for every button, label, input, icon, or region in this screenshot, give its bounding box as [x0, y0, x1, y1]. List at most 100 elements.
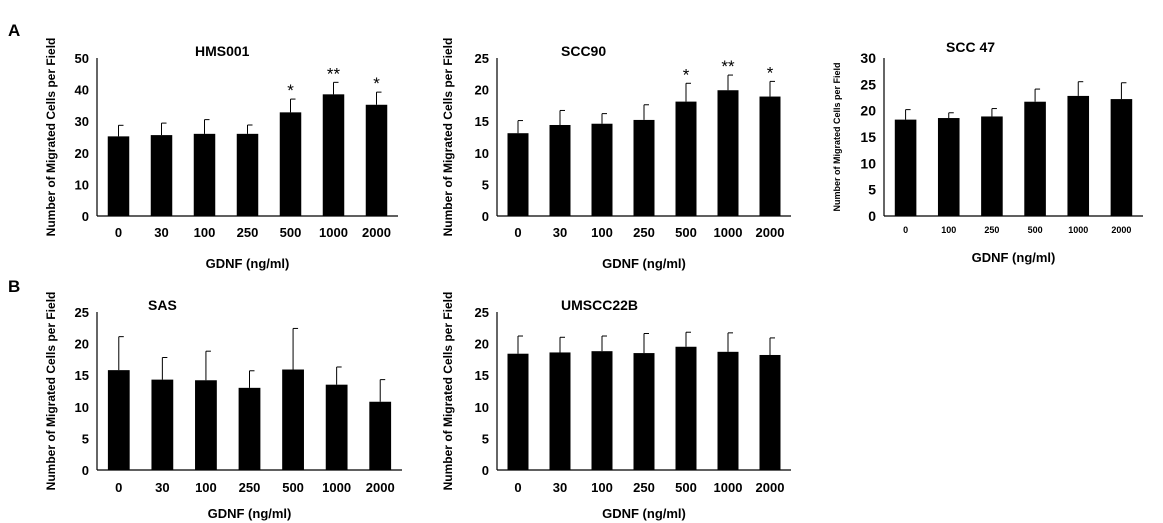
- bar: [507, 353, 529, 470]
- x-axis-label: GDNF (ng/ml): [206, 256, 290, 271]
- significance-marker: **: [721, 57, 735, 76]
- x-tick-label: 2000: [756, 225, 785, 240]
- y-tick-label: 20: [75, 146, 89, 161]
- bar: [549, 124, 571, 216]
- bar: [717, 90, 739, 216]
- bar: [193, 133, 216, 216]
- x-tick-label: 1000: [1068, 225, 1088, 235]
- significance-marker: *: [683, 65, 690, 84]
- x-tick-label: 250: [633, 480, 655, 495]
- x-tick-label: 500: [282, 480, 304, 495]
- x-tick-label: 100: [591, 480, 613, 495]
- bar: [282, 369, 304, 470]
- x-tick-label: 1000: [322, 480, 351, 495]
- bar: [633, 119, 655, 216]
- y-tick-label: 10: [475, 146, 489, 161]
- x-tick-label: 100: [591, 225, 613, 240]
- x-tick-label: 250: [239, 480, 261, 495]
- y-axis-label: Number of Migrated Cells per Field: [441, 38, 455, 237]
- x-tick-label: 500: [280, 225, 302, 240]
- bar: [151, 379, 174, 470]
- y-tick-label: 20: [475, 337, 489, 352]
- chart-2: SCC 47 0 5 10 15 20 25 30 0 100 250 500 1000 2000 GDNF…: [832, 39, 1143, 265]
- significance-marker: **: [327, 64, 341, 83]
- x-tick-label: 30: [553, 225, 567, 240]
- bar: [591, 123, 613, 216]
- y-tick-label: 5: [482, 177, 489, 192]
- y-tick-label: 15: [75, 368, 89, 383]
- y-tick-label: 10: [75, 177, 89, 192]
- x-tick-label: 1000: [714, 225, 743, 240]
- panel-letter-b: B: [8, 277, 20, 296]
- bar: [236, 133, 259, 216]
- y-tick-label: 30: [75, 114, 89, 129]
- x-tick-label: 2000: [366, 480, 395, 495]
- x-tick-label: 0: [514, 480, 521, 495]
- bar: [322, 94, 345, 216]
- bar: [369, 401, 392, 470]
- bar: [549, 352, 571, 470]
- bar: [675, 346, 697, 470]
- x-tick-label: 250: [633, 225, 655, 240]
- y-tick-label: 0: [868, 208, 876, 224]
- y-tick-label: 5: [868, 182, 876, 198]
- bar: [279, 112, 302, 216]
- y-tick-label: 0: [482, 463, 489, 478]
- y-tick-label: 30: [860, 50, 876, 66]
- x-tick-label: 2000: [756, 480, 785, 495]
- x-tick-label: 100: [941, 225, 956, 235]
- bar: [717, 351, 739, 470]
- bar: [894, 119, 917, 216]
- chart-title: SCC90: [561, 43, 606, 59]
- y-tick-label: 10: [75, 400, 89, 415]
- y-axis-label: Number of Migrated Cells per Field: [832, 62, 842, 211]
- y-tick-label: 25: [475, 305, 489, 320]
- x-tick-label: 500: [675, 225, 697, 240]
- panel-letter-a: A: [8, 21, 20, 40]
- y-tick-label: 5: [482, 431, 489, 446]
- significance-marker: *: [287, 81, 294, 100]
- x-tick-label: 250: [237, 225, 259, 240]
- bar: [325, 384, 348, 470]
- y-tick-label: 20: [475, 83, 489, 98]
- bar: [675, 101, 697, 216]
- x-tick-label: 30: [553, 480, 567, 495]
- bar: [1067, 95, 1090, 216]
- bar: [937, 118, 960, 216]
- bar: [759, 354, 781, 470]
- bar: [981, 116, 1003, 216]
- y-tick-label: 20: [75, 337, 89, 352]
- bar: [507, 133, 529, 216]
- bar: [1024, 101, 1046, 216]
- x-axis-label: GDNF (ng/ml): [602, 506, 686, 521]
- x-tick-label: 0: [903, 225, 908, 235]
- bar: [591, 351, 613, 470]
- y-tick-label: 40: [75, 83, 89, 98]
- x-tick-label: 250: [984, 225, 999, 235]
- y-tick-label: 10: [475, 400, 489, 415]
- x-tick-label: 100: [195, 480, 217, 495]
- x-axis-label: GDNF (ng/ml): [972, 250, 1056, 265]
- bar: [195, 380, 217, 470]
- y-tick-label: 0: [82, 463, 89, 478]
- x-tick-label: 1000: [714, 480, 743, 495]
- y-axis-label: Number of Migrated Cells per Field: [44, 292, 58, 491]
- y-tick-label: 25: [860, 76, 876, 92]
- x-tick-label: 30: [155, 480, 169, 495]
- x-tick-label: 2000: [1111, 225, 1131, 235]
- bar: [759, 96, 781, 216]
- x-tick-label: 0: [115, 480, 122, 495]
- y-tick-label: 5: [82, 431, 89, 446]
- y-tick-label: 15: [475, 114, 489, 129]
- chart-title: UMSCC22B: [561, 297, 638, 313]
- x-tick-label: 1000: [319, 225, 348, 240]
- y-tick-label: 50: [75, 51, 89, 66]
- x-axis-label: GDNF (ng/ml): [602, 256, 686, 271]
- y-axis-label: Number of Migrated Cells per Field: [44, 38, 58, 237]
- bar: [107, 370, 130, 470]
